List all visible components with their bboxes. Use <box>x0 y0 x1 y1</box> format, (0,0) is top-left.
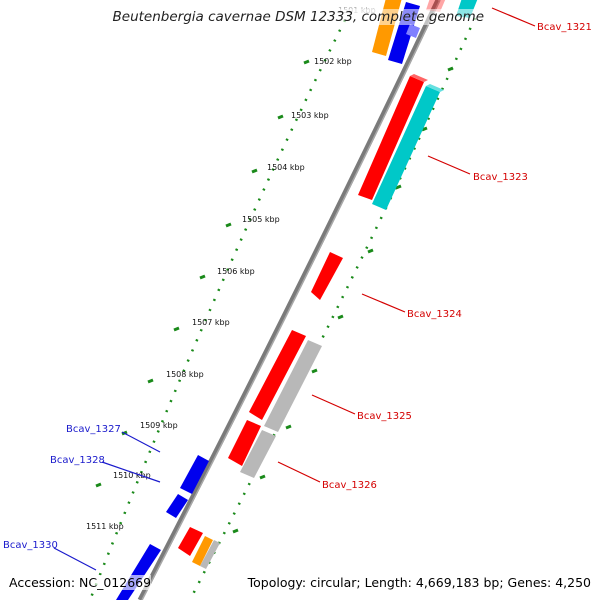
ruler-labels: 1501 kbp 1502 kbp 1503 kbp 1504 kbp 1505… <box>86 6 376 531</box>
kbp-label: 1508 kbp <box>166 370 204 379</box>
gene-bcav-1326-gray[interactable] <box>240 430 276 478</box>
gene-label-bcav-1327[interactable]: Bcav_1327 <box>66 424 121 435</box>
kbp-label: 1503 kbp <box>291 111 329 120</box>
kbp-label: 1509 kbp <box>140 421 178 430</box>
gene-label-bcav-1324[interactable]: Bcav_1324 <box>407 309 462 320</box>
kbp-label: 1504 kbp <box>267 163 305 172</box>
gene-label-bcav-1321[interactable]: Bcav_1321 <box>537 22 592 33</box>
gene-bcav-1326[interactable] <box>228 420 261 466</box>
kbp-label: 1511 kbp <box>86 522 124 531</box>
leader-lines <box>53 7 536 571</box>
genome-backbone <box>137 0 441 600</box>
gene-label-bcav-1325[interactable]: Bcav_1325 <box>357 411 412 422</box>
kbp-label: 1505 kbp <box>242 215 280 224</box>
gene-label-bcav-1323[interactable]: Bcav_1323 <box>473 172 528 183</box>
gene-feature-bottom-orange[interactable] <box>192 536 213 566</box>
gene-feature-bottom-gray[interactable] <box>200 540 220 569</box>
gc-track-outer <box>188 17 477 600</box>
gene-feature-bottom-red[interactable] <box>178 527 203 556</box>
accession-label: Accession: NC_012669 <box>9 575 152 590</box>
reverse-features <box>116 0 420 600</box>
gene-bcav-1323-cyan[interactable] <box>372 86 440 210</box>
forward-features <box>178 0 478 569</box>
gene-label-bcav-1330[interactable]: Bcav_1330 <box>3 540 58 551</box>
gc-track-inner <box>88 19 347 600</box>
gene-labels: Bcav_1321 Bcav_1323 Bcav_1324 Bcav_1325 … <box>3 22 592 551</box>
gene-bcav-1328[interactable] <box>166 494 188 518</box>
kbp-label: 1507 kbp <box>192 318 230 327</box>
gene-bcav-1324[interactable] <box>311 252 343 300</box>
kbp-label: 1510 kbp <box>113 471 151 480</box>
kbp-label: 1506 kbp <box>217 267 255 276</box>
gene-label-bcav-1326[interactable]: Bcav_1326 <box>322 480 377 491</box>
kbp-label: 1502 kbp <box>314 57 352 66</box>
gene-bcav-1327[interactable] <box>180 455 209 494</box>
gene-bcav-1323[interactable] <box>358 76 424 200</box>
gc-ticks <box>95 59 454 534</box>
map-title: Beutenbergia cavernae DSM 12333, complet… <box>112 9 484 25</box>
gene-bcav-1325[interactable] <box>249 330 306 420</box>
gene-label-bcav-1328[interactable]: Bcav_1328 <box>50 455 105 466</box>
gene-bcav-1325-gray[interactable] <box>264 340 322 432</box>
topology-label: Topology: circular; Length: 4,669,183 bp… <box>247 575 591 590</box>
